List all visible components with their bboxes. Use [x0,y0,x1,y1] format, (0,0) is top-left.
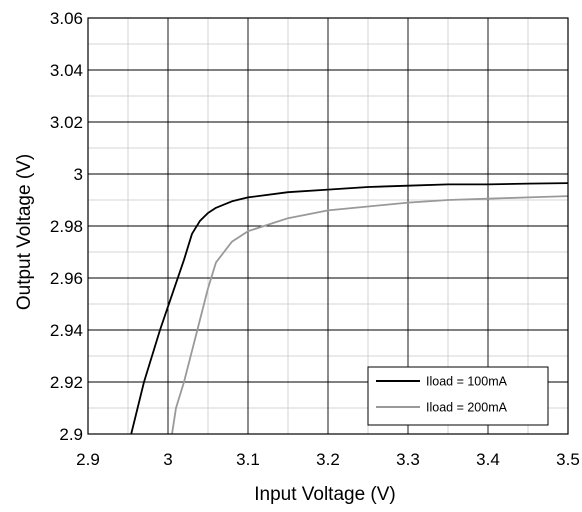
x-tick-labels: 2.9 3 3.1 3.2 3.3 3.4 3.5 [76,450,580,469]
x-tick-label: 3.1 [236,450,260,469]
x-tick-label: 2.9 [76,450,100,469]
y-tick-label: 3.04 [50,61,83,80]
y-tick-label: 3.02 [50,113,83,132]
y-axis-label: Output Voltage (V) [14,154,35,310]
x-tick-label: 3.3 [396,450,420,469]
series-line-2 [171,195,569,435]
grid-lines [88,18,568,434]
y-tick-labels: 2.9 2.92 2.94 2.96 2.98 3 3.02 3.04 3.06 [50,9,83,444]
plot-area-border [87,17,569,435]
series-lines [130,182,569,435]
y-tick-label: 2.9 [59,425,83,444]
x-tick-label: 3 [163,450,172,469]
legend: Iload = 100mA Iload = 200mA [367,366,549,426]
x-axis-label: Input Voltage (V) [254,484,396,505]
y-tick-label: 2.98 [50,217,83,236]
x-tick-label: 3.2 [316,450,340,469]
y-tick-label: 3 [74,165,83,184]
y-tick-label: 3.06 [50,9,83,28]
legend-label-2: Iload = 200mA [426,401,508,415]
y-tick-label: 2.94 [50,321,83,340]
y-tick-label: 2.96 [50,269,83,288]
x-tick-label: 3.4 [476,450,500,469]
x-tick-label: 3.5 [556,450,580,469]
series-line-1 [130,182,569,435]
legend-box [367,366,549,426]
legend-label-1: Iload = 100mA [426,375,508,389]
y-tick-label: 2.92 [50,373,83,392]
